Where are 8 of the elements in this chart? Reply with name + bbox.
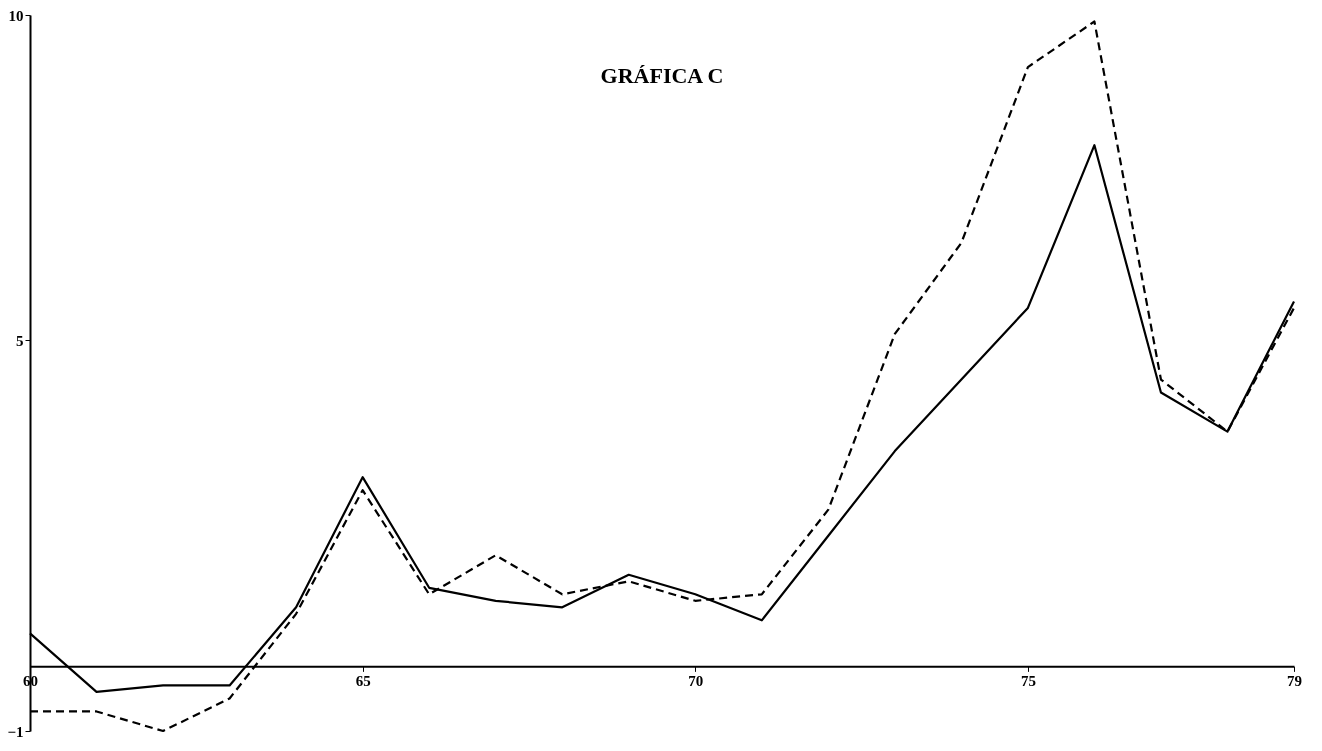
x-tick-label: 65 <box>355 672 371 689</box>
x-tick-label: 75 <box>1020 672 1036 689</box>
x-tick-label: 79 <box>1287 672 1302 689</box>
y-tick-label: 10 <box>8 7 24 24</box>
y-tick-label: 5 <box>16 332 24 349</box>
y-tick-label: −1 <box>7 723 24 740</box>
text: GRÁFICA C <box>600 63 724 88</box>
x-tick-label: 70 <box>688 672 704 689</box>
